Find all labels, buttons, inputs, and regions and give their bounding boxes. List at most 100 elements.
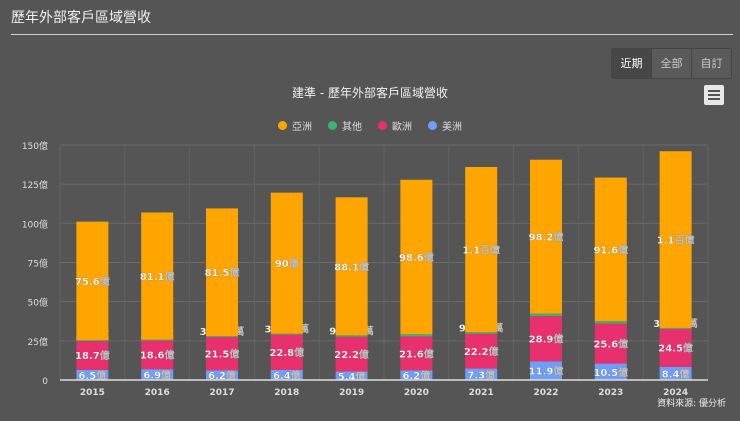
- x-tick-label: 2023: [598, 388, 623, 398]
- bar-segment[interactable]: [141, 340, 174, 370]
- x-tick-label: 2015: [80, 388, 105, 398]
- y-tick-label: 100億: [22, 218, 48, 230]
- x-tick-label: 2019: [339, 388, 364, 398]
- bar-segment[interactable]: [141, 212, 174, 340]
- bar-segment[interactable]: [659, 366, 692, 380]
- bar-segment[interactable]: [530, 313, 562, 317]
- legend-item-asia[interactable]: 亞洲: [278, 118, 312, 133]
- bar-segment[interactable]: [335, 335, 368, 337]
- range-recent-button[interactable]: 近期: [612, 49, 651, 78]
- legend-item-other[interactable]: 其他: [328, 118, 362, 133]
- bar-segment[interactable]: [465, 333, 498, 369]
- y-tick-label: 125億: [22, 179, 48, 191]
- x-tick-label: 2024: [663, 388, 688, 398]
- data-label: 7.3億: [467, 368, 495, 381]
- bar-segment[interactable]: [206, 208, 238, 337]
- bar-segment[interactable]: [76, 369, 109, 380]
- source-note: 資料來源: 優分析: [657, 399, 726, 409]
- bar-segment[interactable]: [206, 336, 238, 371]
- bar-segment[interactable]: [530, 316, 562, 362]
- bar-segment[interactable]: [76, 221, 109, 341]
- bar-segment[interactable]: [659, 151, 692, 328]
- y-tick-label: 150億: [22, 140, 48, 152]
- data-label: 88.1億: [334, 260, 369, 273]
- bar-segment[interactable]: [206, 336, 238, 338]
- x-tick-label: 2017: [209, 388, 234, 398]
- bar-segment[interactable]: [270, 334, 303, 370]
- data-label: 6.4億: [273, 369, 301, 382]
- x-tick-label: 2020: [404, 388, 429, 398]
- data-label: 25.6億: [593, 337, 628, 350]
- legend-item-america[interactable]: 美洲: [428, 118, 462, 133]
- bar-segment[interactable]: [76, 340, 109, 370]
- bar-segment[interactable]: [465, 368, 498, 380]
- bar-segment[interactable]: [400, 179, 433, 335]
- chart-menu-icon[interactable]: [704, 85, 724, 105]
- bar-segment[interactable]: [141, 369, 174, 380]
- data-label: 75.6億: [75, 275, 110, 288]
- data-label: 90億: [275, 257, 299, 270]
- bar-segment[interactable]: [270, 333, 303, 335]
- bar-segment[interactable]: [400, 334, 433, 337]
- bar-segment[interactable]: [465, 332, 498, 334]
- data-label: 22.2億: [464, 345, 499, 358]
- data-label: 28.9億: [529, 333, 564, 346]
- data-label: 8.4億: [662, 367, 690, 380]
- data-label: 5.4億: [338, 370, 366, 383]
- data-label: 6.2億: [403, 369, 431, 382]
- data-label: 21.6億: [399, 347, 434, 360]
- legend-label: 其他: [342, 122, 362, 133]
- data-label: 81.1億: [140, 270, 175, 283]
- range-button-group: 近期 全部 自訂: [611, 48, 732, 79]
- bar-segment[interactable]: [659, 328, 692, 367]
- bar-segment[interactable]: [659, 327, 692, 329]
- bar-segment[interactable]: [594, 363, 627, 380]
- range-custom-button[interactable]: 自訂: [691, 49, 731, 78]
- data-label: 1.1百億: [462, 244, 500, 257]
- x-tick-label: 2016: [145, 388, 170, 398]
- bar-segment[interactable]: [141, 339, 174, 341]
- data-label: 18.6億: [140, 349, 175, 362]
- chart-title: 建準 - 歷年外部客戶區域營收: [292, 86, 448, 100]
- data-label: 18.7億: [75, 349, 110, 362]
- bar-segment[interactable]: [335, 371, 368, 380]
- bar-segment[interactable]: [335, 336, 368, 372]
- x-tick-label: 2022: [533, 388, 558, 398]
- x-tick-label: 2018: [274, 388, 299, 398]
- data-label: 81.5億: [205, 266, 240, 279]
- bar-segment[interactable]: [594, 177, 627, 322]
- bar-segment[interactable]: [400, 336, 433, 371]
- data-label: 22.2億: [334, 348, 369, 361]
- data-label: 22.8億: [269, 346, 304, 359]
- chart-legend: 亞洲 其他 歐洲 美洲: [0, 118, 740, 133]
- legend-label: 亞洲: [292, 122, 312, 133]
- range-all-button[interactable]: 全部: [651, 49, 691, 78]
- bar-segment[interactable]: [594, 321, 627, 324]
- legend-dot-icon: [378, 121, 387, 130]
- y-tick-label: 0: [42, 377, 48, 387]
- bar-segment[interactable]: [335, 197, 368, 336]
- data-label: 24.5億: [658, 342, 693, 355]
- x-tick-label: 2021: [469, 388, 494, 398]
- data-label: 6.9億: [143, 369, 171, 382]
- data-label: 91.6億: [593, 243, 628, 256]
- bar-segment[interactable]: [270, 192, 303, 334]
- legend-dot-icon: [428, 121, 437, 130]
- data-label: 10.5億: [593, 366, 628, 379]
- bar-segment[interactable]: [270, 369, 303, 380]
- y-tick-label: 50億: [28, 297, 48, 309]
- data-label: 1.1百億: [657, 234, 695, 247]
- bar-segment[interactable]: [530, 159, 562, 314]
- legend-dot-icon: [328, 121, 337, 130]
- data-label: 98.6億: [399, 251, 434, 264]
- legend-item-europe[interactable]: 歐洲: [378, 118, 412, 133]
- bar-segment[interactable]: [400, 370, 433, 380]
- bar-segment[interactable]: [465, 167, 498, 333]
- bar-segment[interactable]: [76, 340, 109, 342]
- page-title: 歷年外部客戶區域營收: [11, 10, 151, 26]
- bar-segment[interactable]: [594, 323, 627, 364]
- data-label: 11.9億: [529, 365, 564, 378]
- bar-segment[interactable]: [530, 361, 562, 380]
- bar-segment[interactable]: [206, 370, 238, 380]
